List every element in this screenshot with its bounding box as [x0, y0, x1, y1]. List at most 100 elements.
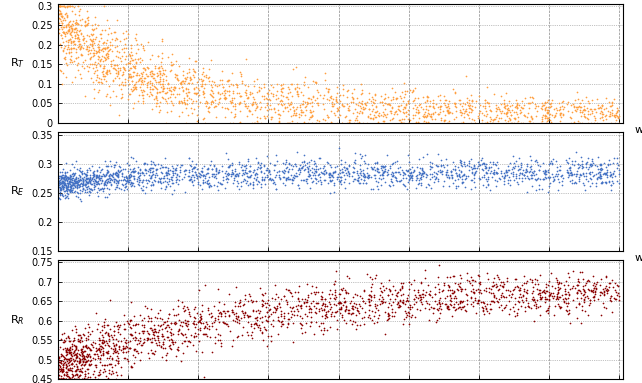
Point — [505, 117, 516, 123]
Point — [196, 316, 206, 322]
Point — [594, 170, 605, 177]
Point — [213, 167, 223, 173]
Point — [516, 160, 526, 167]
Point — [463, 112, 473, 118]
Point — [178, 72, 188, 78]
Point — [69, 29, 79, 36]
Point — [419, 99, 429, 105]
Point — [559, 282, 569, 288]
Point — [354, 310, 364, 316]
Point — [456, 168, 466, 174]
Point — [74, 359, 84, 365]
Point — [69, 376, 80, 382]
Point — [66, 23, 76, 29]
Point — [64, 28, 74, 34]
Point — [448, 290, 458, 296]
Point — [111, 17, 121, 23]
Point — [63, 367, 73, 373]
Point — [272, 305, 282, 311]
Point — [594, 115, 605, 121]
Point — [443, 172, 453, 178]
Point — [57, 178, 67, 185]
Point — [376, 298, 386, 304]
Point — [435, 304, 445, 311]
Point — [456, 110, 467, 116]
Point — [449, 280, 460, 286]
Point — [205, 334, 216, 340]
Point — [89, 51, 100, 57]
Point — [69, 189, 79, 195]
Point — [56, 185, 66, 192]
Point — [266, 177, 276, 183]
Point — [291, 169, 301, 175]
Point — [372, 183, 383, 190]
Point — [555, 118, 565, 124]
Point — [332, 317, 342, 323]
Point — [157, 316, 167, 322]
Point — [171, 312, 181, 318]
Point — [101, 78, 111, 84]
Point — [139, 78, 149, 84]
Point — [330, 278, 340, 284]
Point — [359, 106, 369, 113]
Point — [585, 175, 595, 181]
Point — [329, 169, 340, 175]
Point — [575, 279, 585, 285]
Point — [462, 297, 472, 303]
Point — [217, 168, 227, 174]
Point — [584, 170, 594, 176]
Point — [93, 335, 103, 341]
Point — [84, 345, 94, 351]
Point — [376, 182, 386, 188]
Point — [498, 283, 508, 290]
Point — [218, 319, 229, 326]
Point — [350, 106, 360, 112]
Point — [83, 176, 94, 182]
Point — [243, 158, 253, 164]
Point — [230, 309, 241, 316]
Point — [248, 185, 258, 191]
Point — [73, 34, 83, 41]
Point — [108, 173, 119, 180]
Point — [421, 98, 431, 105]
Point — [577, 110, 587, 116]
Point — [507, 106, 517, 113]
Point — [611, 110, 621, 116]
Point — [257, 303, 267, 309]
Point — [168, 170, 178, 176]
Point — [313, 166, 324, 172]
Point — [355, 162, 365, 168]
Point — [59, 29, 69, 36]
Point — [245, 108, 255, 114]
Point — [118, 182, 128, 188]
Point — [286, 81, 297, 87]
Point — [333, 308, 343, 314]
Point — [108, 171, 119, 177]
Point — [173, 344, 183, 350]
Point — [471, 287, 481, 293]
Point — [184, 177, 194, 183]
Point — [587, 289, 598, 295]
Point — [318, 331, 328, 337]
Point — [111, 183, 121, 190]
Point — [553, 289, 563, 295]
Point — [474, 93, 484, 99]
Point — [77, 181, 87, 187]
Point — [62, 193, 73, 199]
Point — [299, 159, 309, 165]
Point — [109, 162, 119, 168]
Point — [453, 301, 464, 307]
Point — [62, 4, 73, 10]
Point — [299, 79, 309, 85]
Point — [311, 176, 322, 182]
Point — [325, 304, 336, 310]
Point — [93, 345, 103, 352]
Point — [73, 358, 83, 364]
Point — [410, 111, 421, 118]
Point — [220, 185, 230, 192]
Point — [259, 115, 270, 121]
Point — [92, 190, 102, 196]
Point — [397, 88, 408, 95]
Point — [474, 289, 484, 295]
Point — [398, 98, 408, 104]
